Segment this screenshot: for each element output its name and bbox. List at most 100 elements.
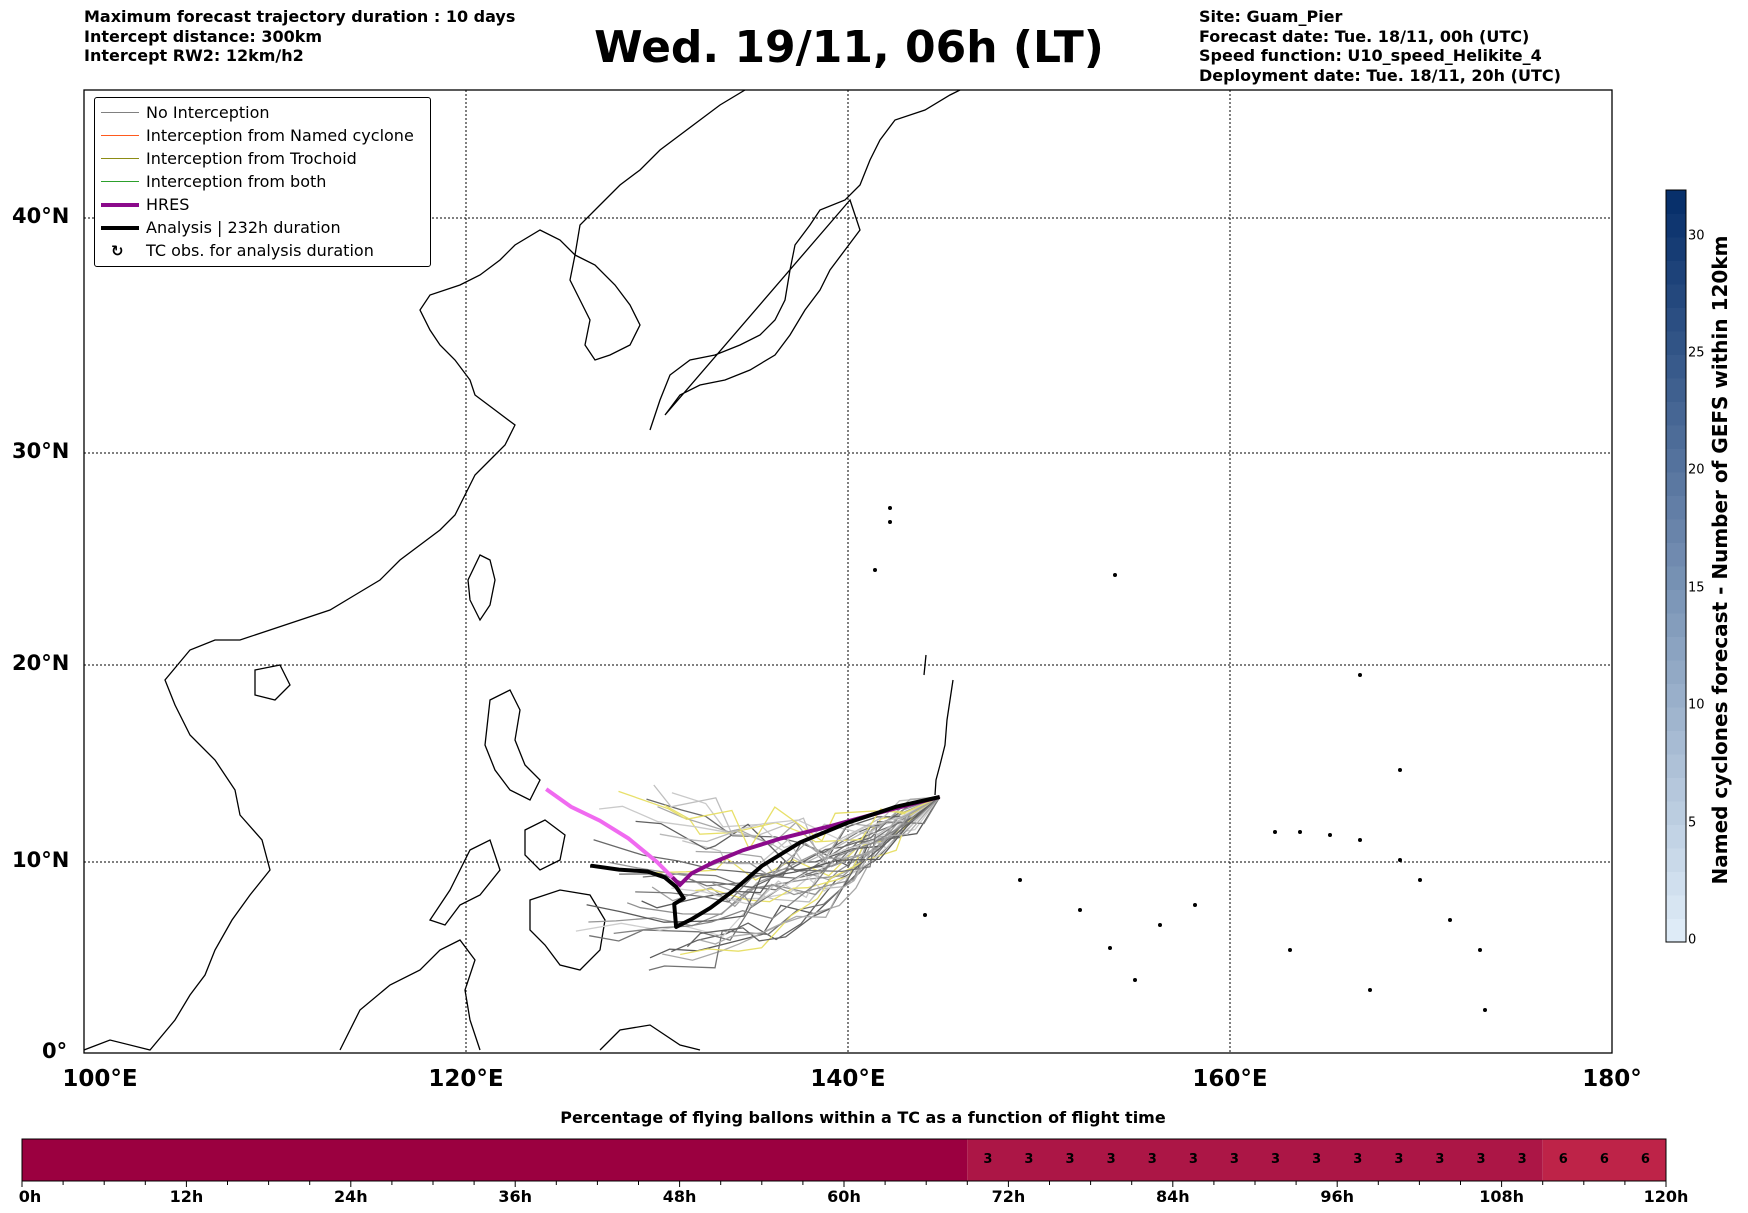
lat-label-10n: 10°N <box>12 848 70 872</box>
colorbar-step <box>1666 495 1686 520</box>
coastline-korea <box>569 254 641 361</box>
time-bar-value-label: 3 <box>1024 1152 1034 1167</box>
time-bar-value-label: 3 <box>1312 1152 1322 1167</box>
ensemble-trajectory-line <box>635 796 941 903</box>
colorbar-step <box>1666 660 1686 684</box>
ensemble-trajectory-line <box>680 796 941 956</box>
lon-label-140e: 140°E <box>810 1066 886 1092</box>
time-bar-tick-label: 120h <box>1643 1187 1689 1206</box>
time-bar-value-label: 3 <box>1065 1152 1075 1167</box>
ensemble-trajectory-line <box>671 796 941 953</box>
legend-line-icon <box>101 202 139 207</box>
map-frame <box>83 89 1613 1054</box>
cyclone-symbol-icon: ↻ <box>111 241 124 260</box>
colorbar-step <box>1666 707 1686 731</box>
coastlines <box>84 90 961 1051</box>
coastline-borneo <box>339 939 481 1051</box>
legend-line-icon <box>101 112 139 113</box>
colorbar-step <box>1666 589 1686 614</box>
colorbar <box>1666 190 1686 943</box>
colorbar-step <box>1666 613 1686 637</box>
colorbar-step <box>1666 425 1686 449</box>
time-bar-tick-label: 24h <box>333 1187 368 1206</box>
time-bar-tick-label: 12h <box>169 1187 204 1206</box>
gridlines <box>84 90 1612 1053</box>
colorbar-tick: 30 <box>1688 228 1705 244</box>
colorbar-tick: 20 <box>1688 462 1705 478</box>
time-bar-value-label: 3 <box>1517 1152 1527 1167</box>
colorbar-step <box>1666 918 1686 943</box>
time-bar-title: Percentage of flying ballons within a TC… <box>560 1108 1166 1127</box>
time-bar-tick-label: 96h <box>1320 1187 1355 1206</box>
colorbar-tick: 10 <box>1688 697 1705 713</box>
colorbar-tick: 5 <box>1688 815 1697 831</box>
analysis-track-line <box>590 795 941 929</box>
coastline-philippines-visayas <box>428 819 566 926</box>
time-bar-tick-label: 60h <box>827 1187 861 1206</box>
colorbar-step <box>1666 801 1686 825</box>
lon-label-160e: 160°E <box>1192 1066 1268 1092</box>
legend: No Interception Interception from Named … <box>94 97 431 267</box>
lat-label-0: 0° <box>42 1039 68 1063</box>
colorbar-tick: 0 <box>1688 932 1697 948</box>
ensemble-trajectory-line <box>641 796 941 909</box>
colorbar-frame <box>1665 189 1687 943</box>
time-bar-value-label: 3 <box>1271 1152 1281 1167</box>
site-parameters: Site: Guam_Pier Forecast date: Tue. 18/1… <box>1199 7 1561 85</box>
hres-track-line-late <box>545 787 674 879</box>
time-bar-segment-6 <box>1542 1139 1666 1181</box>
map-title: Wed. 19/11, 06h (LT) <box>594 22 1104 73</box>
colorbar-step <box>1666 777 1686 802</box>
colorbar-step <box>1666 260 1686 285</box>
time-bar-value-label: 3 <box>1229 1152 1239 1167</box>
time-bar <box>21 1138 1667 1187</box>
time-bar-value-label: 6 <box>1558 1152 1568 1167</box>
colorbar-step <box>1666 754 1686 778</box>
time-bar-value-label: 3 <box>1353 1152 1363 1167</box>
colorbar-step <box>1666 472 1686 496</box>
ensemble-trajectory-line <box>699 796 941 945</box>
intercept-distance-text: Intercept distance: 300km <box>84 26 323 46</box>
intercept-rw2-text: Intercept RW2: 12km/h2 <box>84 46 304 65</box>
max-duration-text: Maximum forecast trajectory duration : 1… <box>84 7 516 26</box>
lon-label-100e: 100°E <box>62 1066 138 1092</box>
lon-label-120e: 120°E <box>428 1066 504 1092</box>
time-bar-segment-3 <box>967 1139 1543 1181</box>
time-bar-tick-label: 0h <box>18 1187 42 1206</box>
colorbar-step <box>1666 848 1686 872</box>
colorbar-step <box>1666 284 1686 308</box>
lat-label-20n: 20°N <box>12 651 70 675</box>
coastline-asia-mainland <box>84 90 746 1051</box>
colorbar-step <box>1666 895 1686 919</box>
ensemble-trajectory-line <box>659 796 940 865</box>
colorbar-step <box>1666 331 1686 355</box>
colorbar-step <box>1666 542 1686 567</box>
colorbar-step <box>1666 566 1686 590</box>
forecast-parameters: Maximum forecast trajectory duration : 1… <box>84 7 515 66</box>
time-bar-tick-label: 108h <box>1479 1187 1524 1206</box>
time-bar-segment-0 <box>22 1139 968 1181</box>
ensemble-trajectory-line <box>586 796 941 923</box>
colorbar-step <box>1666 636 1686 661</box>
colorbar-step <box>1666 824 1686 849</box>
legend-line-icon <box>101 135 139 136</box>
coastline-mindanao <box>529 889 606 971</box>
coastline-taiwan <box>467 554 496 622</box>
time-bar-value-label: 6 <box>1640 1152 1650 1167</box>
ensemble-trajectory-line <box>691 796 941 905</box>
colorbar-step <box>1666 519 1686 543</box>
time-bar-tick-label: 84h <box>1155 1187 1190 1206</box>
time-bar-value-label: 3 <box>1106 1152 1116 1167</box>
time-bar-value-label: 6 <box>1599 1152 1609 1167</box>
colorbar-tick: 15 <box>1688 580 1705 596</box>
deployment-date-text: Deployment date: Tue. 18/11, 20h (UTC) <box>1199 65 1561 85</box>
main-tracks <box>545 787 941 929</box>
ensemble-trajectory-line <box>648 796 941 971</box>
coastline-marianas <box>923 654 954 796</box>
colorbar-step <box>1666 213 1686 238</box>
colorbar-step <box>1666 378 1686 402</box>
legend-line-icon <box>101 225 139 230</box>
time-bar-tick-label: 48h <box>662 1187 697 1206</box>
coastline-hainan <box>254 664 291 701</box>
colorbar-tick: 25 <box>1688 345 1705 361</box>
